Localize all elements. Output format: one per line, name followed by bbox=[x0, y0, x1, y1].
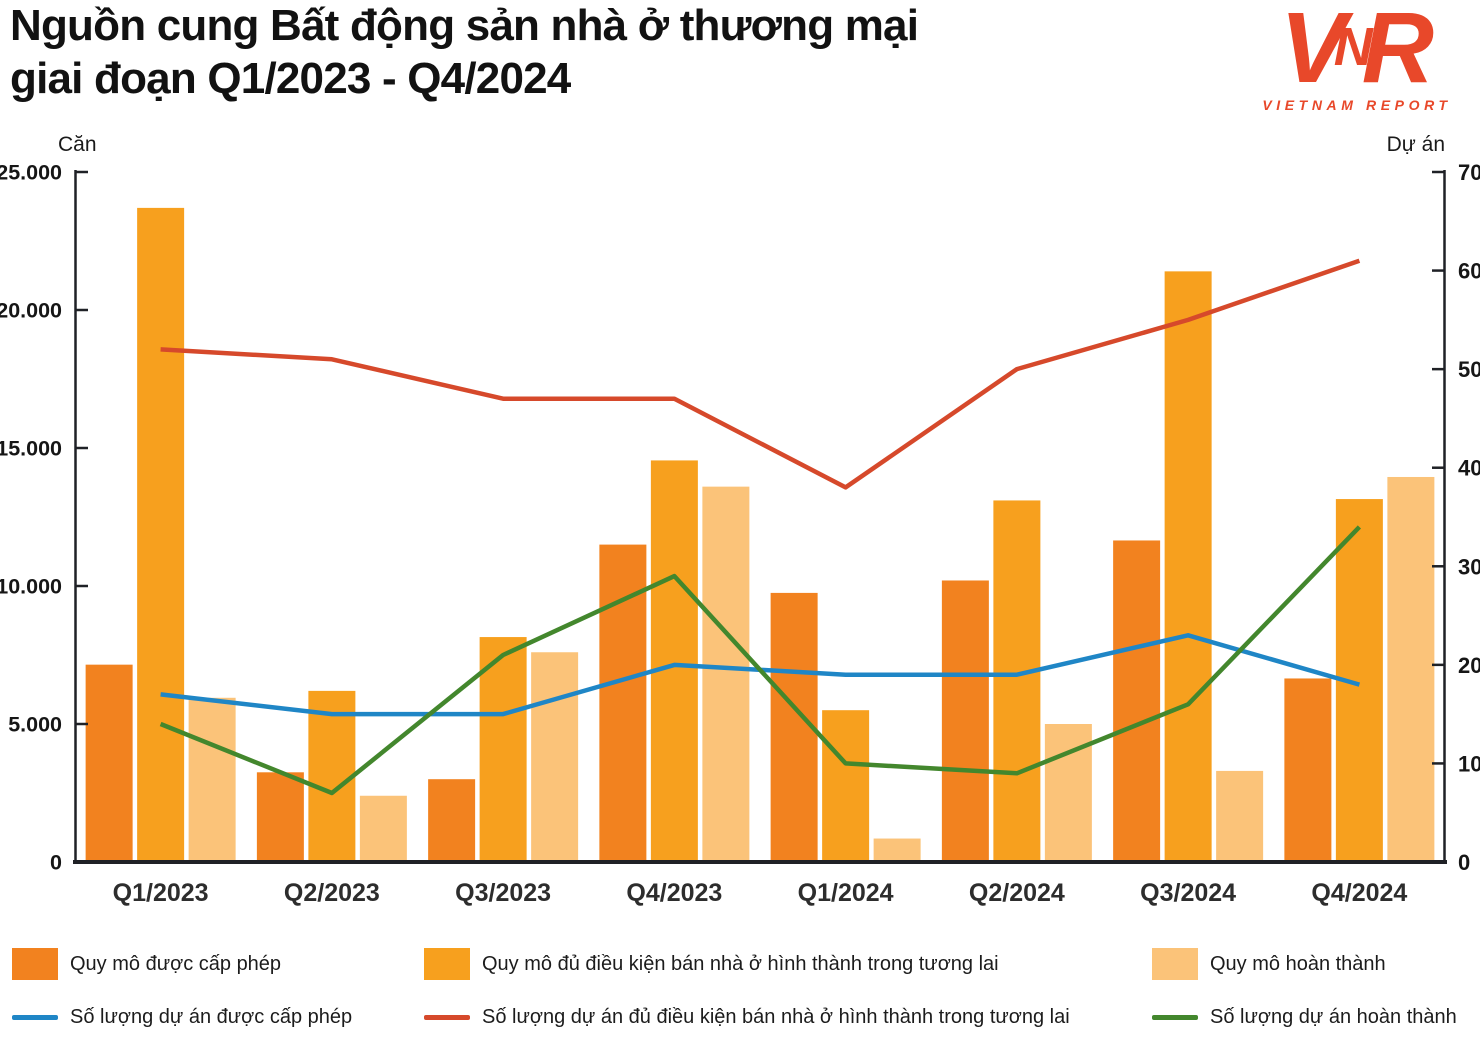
legend-swatch-scale-completed bbox=[1152, 948, 1198, 980]
bar-series-scale-eligible bbox=[137, 207, 1383, 862]
bar-scale-completed-Q2/2023 bbox=[359, 795, 407, 862]
vnr-monogram: V N R bbox=[1250, 0, 1464, 104]
bar-scale-eligible-Q2/2024 bbox=[993, 500, 1041, 862]
left-axis-tick-label: 20.000 bbox=[0, 299, 62, 323]
bar-scale-eligible-Q1/2024 bbox=[822, 710, 870, 862]
legend-line-projects-completed bbox=[1152, 1015, 1198, 1020]
legend-swatch-scale-eligible bbox=[424, 948, 470, 980]
bar-scale-licensed-Q2/2023 bbox=[256, 772, 304, 862]
legend-label-projects-completed: Số lượng dự án hoàn thành bbox=[1210, 1006, 1457, 1028]
legend-swatch-scale-licensed bbox=[12, 948, 58, 980]
right-axis-tick-label: 30 bbox=[1458, 554, 1480, 579]
bar-scale-completed-Q3/2024 bbox=[1216, 770, 1264, 862]
right-axis-tick-label: 10 bbox=[1458, 751, 1480, 776]
bar-scale-licensed-Q1/2023 bbox=[85, 664, 133, 862]
logo-letter-v: V bbox=[1280, 0, 1347, 104]
right-axis-tick-label: 20 bbox=[1458, 653, 1480, 678]
left-axis-unit-label: Căn bbox=[58, 133, 97, 156]
x-axis-label-Q2/2023: Q2/2023 bbox=[284, 879, 380, 907]
bar-scale-completed-Q4/2024 bbox=[1387, 476, 1435, 862]
logo-letter-r: R bbox=[1361, 0, 1434, 104]
bar-scale-completed-Q1/2023 bbox=[188, 697, 236, 862]
right-axis-tick-label: 70 bbox=[1458, 160, 1480, 185]
bar-scale-eligible-Q4/2023 bbox=[650, 460, 698, 862]
bar-series-scale-completed bbox=[188, 476, 1435, 862]
bar-scale-licensed-Q4/2024 bbox=[1284, 678, 1332, 862]
page-title-line2: giai đoạn Q1/2023 - Q4/2024 bbox=[10, 53, 571, 103]
bar-scale-licensed-Q3/2024 bbox=[1113, 540, 1161, 862]
logo-letter-n: N bbox=[1333, 17, 1373, 78]
bar-scale-eligible-Q3/2023 bbox=[479, 637, 527, 862]
axes-layer: 0 5.000 10.000 15.000 20.000 25.000 0 10 20 30 40 5… bbox=[0, 160, 1480, 907]
lines-layer bbox=[159, 258, 1362, 796]
bar-scale-completed-Q3/2023 bbox=[531, 652, 579, 862]
logo-wordmark: VIETNAM REPORT bbox=[1262, 97, 1452, 113]
page-title-line1: Nguồn cung Bất động sản nhà ở thương mại bbox=[10, 1, 919, 50]
x-axis-label-Q4/2024: Q4/2024 bbox=[1311, 879, 1407, 907]
x-axis-label-Q3/2024: Q3/2024 bbox=[1140, 879, 1236, 907]
line-projects-eligible bbox=[160, 258, 1361, 490]
x-axis-label-Q4/2023: Q4/2023 bbox=[626, 879, 722, 907]
x-axis-label-Q2/2024: Q2/2024 bbox=[969, 879, 1065, 907]
left-axis-tick-label: 10.000 bbox=[0, 575, 62, 599]
left-axis-tick-label: 25.000 bbox=[0, 161, 62, 185]
right-axis-tick-label: 50 bbox=[1458, 357, 1480, 382]
left-axis-tick-label: 0 bbox=[50, 851, 62, 875]
x-axis-label-Q1/2023: Q1/2023 bbox=[113, 879, 209, 907]
bar-scale-eligible-Q2/2023 bbox=[308, 690, 356, 862]
right-axis-unit-label: Dự án bbox=[1386, 133, 1445, 156]
x-axis-label-Q1/2024: Q1/2024 bbox=[798, 879, 894, 907]
right-axis-tick-label: 40 bbox=[1458, 456, 1480, 481]
legend-label-projects-licensed: Số lượng dự án được cấp phép bbox=[70, 1006, 353, 1028]
bar-scale-eligible-Q3/2024 bbox=[1164, 271, 1212, 862]
left-axis-tick-label: 15.000 bbox=[0, 437, 62, 461]
left-axis-tick-label: 5.000 bbox=[8, 713, 62, 737]
bar-scale-licensed-Q3/2023 bbox=[428, 779, 476, 862]
line-projects-completed bbox=[159, 525, 1362, 796]
vietnam-report-logo: V N R VIETNAM REPORT bbox=[1250, 0, 1464, 113]
x-axis-label-Q3/2023: Q3/2023 bbox=[455, 879, 551, 907]
bar-scale-eligible-Q1/2023 bbox=[137, 207, 185, 862]
legend-label-projects-eligible: Số lượng dự án đủ điều kiện bán nhà ở hì… bbox=[482, 1006, 1070, 1028]
bar-scale-completed-Q1/2024 bbox=[873, 838, 921, 862]
legend-label-scale-eligible: Quy mô đủ điều kiện bán nhà ở hình thành… bbox=[482, 953, 999, 975]
bar-scale-completed-Q4/2023 bbox=[702, 486, 750, 862]
legend-label-scale-completed: Quy mô hoàn thành bbox=[1210, 953, 1386, 975]
page-title: Nguồn cung Bất động sản nhà ở thương mại… bbox=[10, 0, 919, 106]
bar-scale-licensed-Q2/2024 bbox=[941, 580, 989, 862]
right-axis-tick-label: 0 bbox=[1458, 850, 1470, 875]
legend-line-projects-eligible bbox=[424, 1015, 470, 1020]
legend-label-scale-licensed: Quy mô được cấp phép bbox=[70, 953, 282, 975]
legend-line-projects-licensed bbox=[12, 1015, 58, 1020]
bars-layer bbox=[85, 207, 1435, 862]
right-axis-tick-label: 60 bbox=[1458, 259, 1480, 284]
